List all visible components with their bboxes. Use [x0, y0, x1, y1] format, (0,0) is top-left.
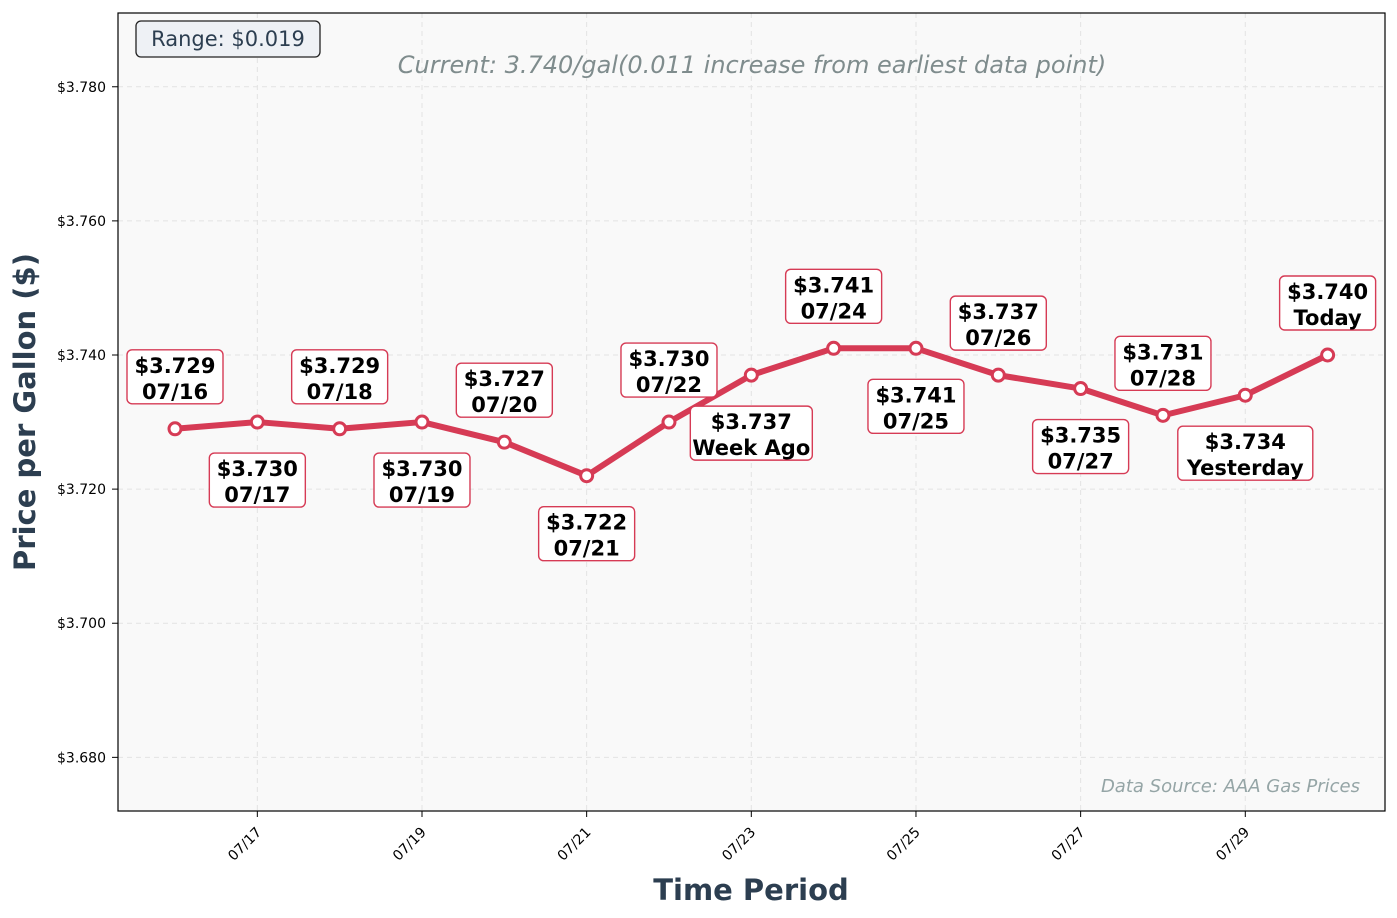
data-label-box	[1114, 335, 1212, 392]
data-point	[496, 434, 512, 450]
data-label-price: $3.730	[381, 457, 462, 481]
data-label-price: $3.737	[711, 410, 792, 434]
data-label-price: $3.737	[958, 300, 1039, 324]
y-tick-label: $3.780	[57, 80, 106, 96]
y-axis-label: Price per Gallon ($)	[8, 253, 42, 571]
y-tick-label: $3.680	[57, 750, 106, 766]
data-label-date: Yesterday	[1186, 456, 1304, 480]
data-point	[249, 414, 265, 430]
data-label-price: $3.730	[628, 347, 709, 371]
data-point	[167, 421, 183, 437]
data-label-box	[1031, 418, 1130, 475]
x-axis-label: Time Period	[653, 873, 849, 907]
data-label-date: 07/28	[1130, 366, 1196, 390]
y-tick-label: $3.700	[57, 616, 106, 632]
data-label-date: 07/17	[224, 483, 290, 507]
data-label-date: 07/27	[1048, 450, 1114, 474]
data-label-date: 07/26	[965, 326, 1031, 350]
data-point	[332, 421, 348, 437]
data-label-price: $3.729	[299, 354, 380, 378]
x-tick-label: 07/23	[719, 825, 759, 865]
data-label-box	[867, 378, 965, 434]
data-point	[1320, 347, 1336, 363]
data-label-box	[949, 295, 1047, 351]
x-tick-label: 07/29	[1213, 825, 1253, 865]
data-label-date: 07/20	[471, 393, 537, 417]
data-label-date: 07/21	[554, 537, 620, 561]
data-label-date: Week Ago	[692, 436, 810, 460]
data-label-box	[208, 452, 307, 508]
x-tick-label: 07/25	[884, 825, 924, 865]
data-point	[579, 468, 595, 484]
data-label-box	[620, 342, 718, 398]
data-label-price: $3.730	[217, 457, 298, 481]
x-tick-label: 07/21	[555, 825, 595, 865]
x-tick-label: 07/27	[1049, 825, 1089, 865]
data-point	[908, 340, 924, 356]
data-label-date: 07/24	[801, 299, 867, 323]
data-label-date: 07/16	[142, 380, 208, 404]
chart-title: Current: 3.740/gal(0.011 increase from e…	[398, 51, 1106, 79]
data-label-box	[1177, 425, 1314, 481]
data-label-date: Today	[1294, 306, 1363, 330]
y-tick-label: $3.740	[57, 348, 106, 364]
data-point	[1073, 381, 1089, 397]
data-label-price: $3.729	[134, 354, 215, 378]
data-label-date: 07/22	[636, 373, 702, 397]
data-label-box	[537, 506, 636, 562]
data-label-box	[1278, 275, 1377, 331]
data-label-date: 07/25	[883, 409, 949, 433]
data-point	[826, 340, 842, 356]
data-label-date: 07/19	[389, 483, 455, 507]
data-label-price: $3.731	[1122, 340, 1203, 364]
x-tick-label: 07/19	[390, 825, 430, 865]
data-point	[743, 367, 759, 383]
data-point	[414, 414, 430, 430]
range-label: Range: $0.019	[151, 27, 305, 51]
data-label-price: $3.741	[875, 383, 956, 407]
range-box: Range: $0.019	[135, 20, 321, 58]
data-label-box	[290, 349, 389, 405]
data-label-box	[373, 452, 471, 508]
data-label-date: 07/18	[307, 380, 373, 404]
series-line	[167, 340, 1336, 484]
data-label-price: $3.722	[546, 511, 627, 535]
data-label-box	[455, 362, 554, 418]
y-tick-label: $3.760	[57, 214, 106, 230]
data-label-price: $3.740	[1287, 280, 1368, 304]
x-tick-label: 07/17	[225, 825, 265, 865]
data-source-label: Data Source: AAA Gas Prices	[1101, 776, 1360, 797]
data-label-price: $3.735	[1040, 424, 1121, 448]
plot-frame	[117, 12, 1386, 812]
data-point	[661, 414, 677, 430]
data-label-box	[784, 268, 883, 324]
data-labels: $3.72907/16$3.73007/17$3.72907/18$3.7300…	[126, 268, 1377, 562]
data-label-price: $3.734	[1205, 430, 1286, 454]
data-label-box	[126, 349, 224, 405]
data-point	[1155, 407, 1171, 423]
data-label-box	[689, 405, 814, 461]
y-tick-label: $3.720	[57, 482, 106, 498]
data-point	[1237, 387, 1253, 403]
data-label-price: $3.741	[793, 273, 874, 297]
data-point	[990, 367, 1006, 383]
data-label-price: $3.727	[464, 367, 545, 391]
